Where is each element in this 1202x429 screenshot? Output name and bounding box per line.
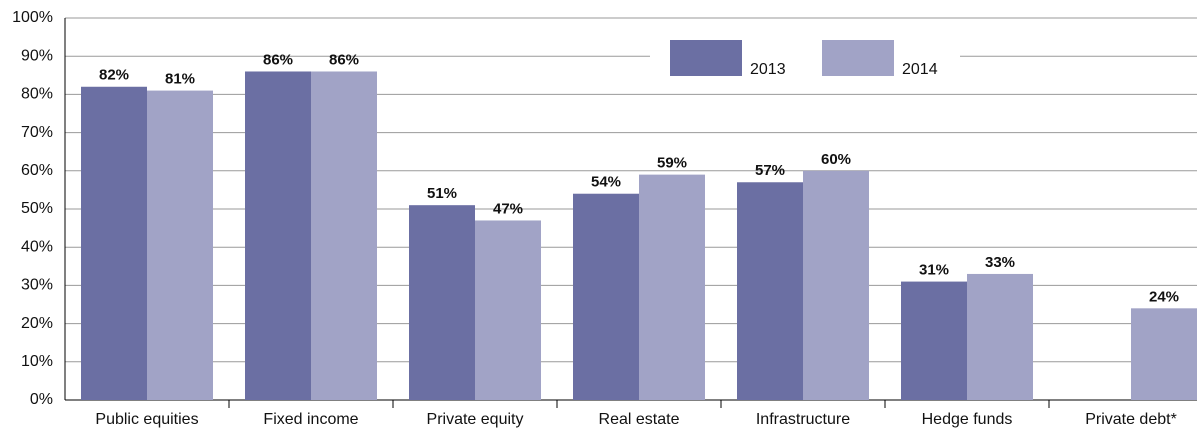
bar [409,205,475,400]
bar [1131,308,1197,400]
value-label: 24% [1149,288,1179,305]
bar [639,174,705,400]
y-tick-label: 80% [21,86,53,103]
bar [737,182,803,400]
bar [475,220,541,400]
y-tick-label: 90% [21,47,53,64]
x-tick-label: Hedge funds [922,411,1013,428]
bar [967,273,1033,400]
y-tick-label: 70% [21,124,53,141]
x-tick-label: Real estate [599,411,680,428]
value-label: 60% [821,151,851,168]
value-label: 47% [493,200,523,217]
x-tick-label: Infrastructure [756,411,850,428]
value-label: 81% [165,71,195,88]
bar [573,193,639,400]
legend-swatch [822,40,894,76]
x-tick-label: Fixed income [263,411,358,428]
value-label: 31% [919,262,949,279]
bar [245,71,311,400]
x-tick-label: Private equity [427,411,524,428]
y-tick-label: 30% [21,277,53,294]
value-label: 59% [657,155,687,172]
bar [311,71,377,400]
y-tick-label: 20% [21,315,53,332]
value-label: 54% [591,174,621,191]
value-label: 86% [329,51,359,68]
legend-label: 2014 [902,61,938,78]
y-tick-label: 10% [21,353,53,370]
bar [81,86,147,400]
y-tick-label: 40% [21,238,53,255]
y-tick-label: 100% [12,9,53,26]
y-tick-label: 60% [21,162,53,179]
value-label: 86% [263,51,293,68]
y-tick-label: 50% [21,200,53,217]
bar [147,90,213,400]
x-tick-label: Private debt* [1085,411,1177,428]
x-tick-label: Public equities [95,411,198,428]
bar [901,281,967,400]
legend-swatch [670,40,742,76]
value-label: 51% [427,185,457,202]
legend-label: 2013 [750,61,786,78]
y-tick-label: 0% [30,391,53,408]
value-label: 82% [99,67,129,84]
bar [803,170,869,400]
value-label: 57% [755,162,785,179]
value-label: 33% [985,254,1015,271]
